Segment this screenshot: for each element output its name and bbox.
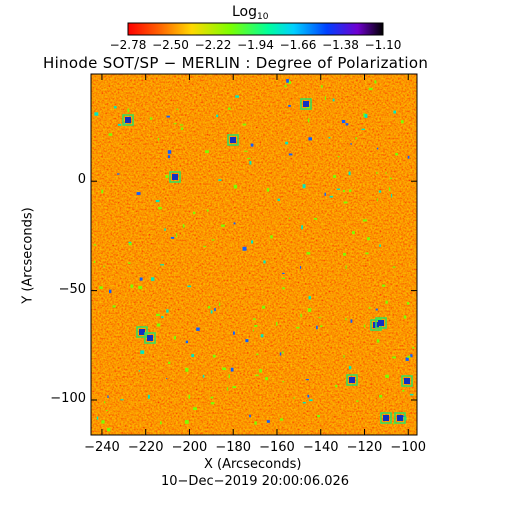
x-tick-label: −140 <box>302 440 339 455</box>
y-tick-label: −100 <box>50 390 86 406</box>
x-tick-label: −200 <box>171 440 208 455</box>
magnetic-feature-patches <box>93 79 415 432</box>
colorbar-tick-label: −2.50 <box>152 38 189 52</box>
x-tick-label: −100 <box>390 440 427 455</box>
colorbar-tick-label: −2.22 <box>194 38 232 52</box>
x-tick-label: −240 <box>84 440 120 455</box>
colorbar-tick-label: −1.66 <box>279 38 317 52</box>
timestamp: 10−Dec−2019 20:00:06.026 <box>161 474 350 489</box>
y-tick-label: 0 <box>77 172 86 188</box>
colorbar-tick-label: −2.78 <box>109 38 147 52</box>
colorbar-tick-label: −1.38 <box>322 38 359 52</box>
y-axis-label: Y (Arcseconds) <box>20 207 36 304</box>
y-axis-ticks <box>91 180 417 401</box>
plot-frame <box>90 73 418 436</box>
colorbar-label-base: Log <box>232 4 258 20</box>
colorbar-tick-label: −1.94 <box>237 38 274 52</box>
plot-title: Hinode SOT/SP − MERLIN : Degree of Polar… <box>43 54 429 72</box>
x-tick-label: −220 <box>127 440 164 455</box>
y-tick-label: −50 <box>58 281 86 297</box>
x-axis-ticks <box>101 74 409 435</box>
polarization-map <box>91 74 417 435</box>
colorbar-label: Log10 <box>232 4 268 22</box>
colorbar-label-subscript: 10 <box>257 12 269 22</box>
x-axis-label: X (Arcseconds) <box>204 457 302 472</box>
x-tick-label: −120 <box>346 440 383 455</box>
x-tick-label: −180 <box>215 440 252 455</box>
colorbar <box>127 22 384 36</box>
colorbar-tick-label: −1.10 <box>364 38 402 52</box>
x-tick-label: −160 <box>259 440 295 455</box>
